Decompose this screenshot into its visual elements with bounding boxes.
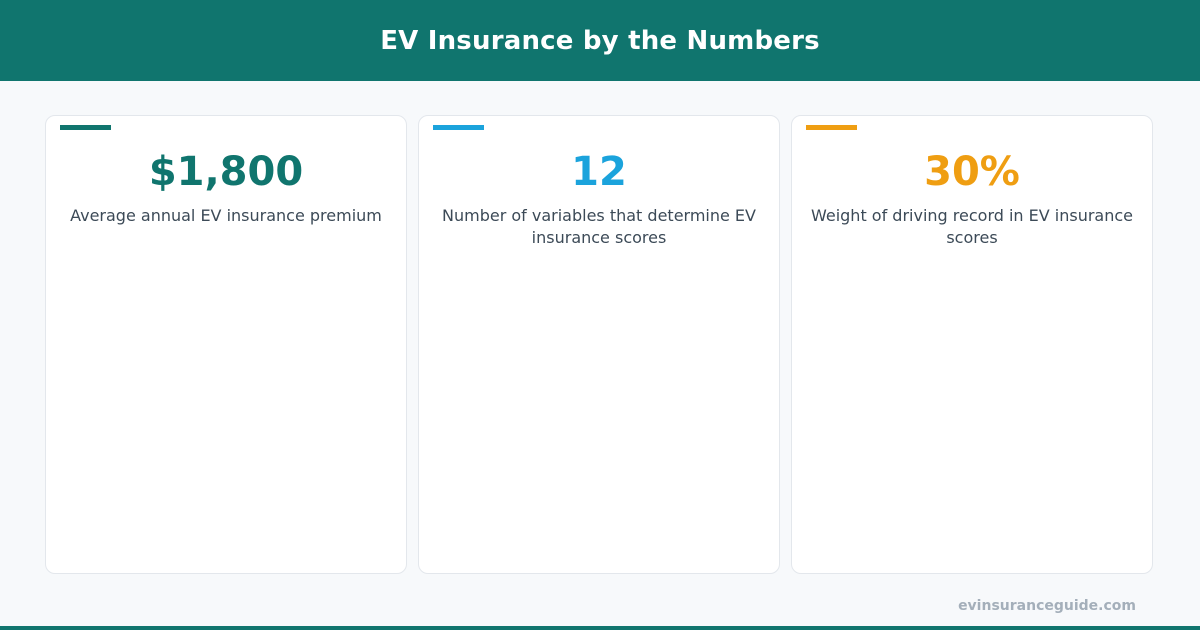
footer-accent-bar <box>0 626 1200 630</box>
driving-record-stat-value: 30% <box>924 149 1020 195</box>
variables-stat-value: 12 <box>571 149 627 195</box>
stats-cards: $1,800 Average annual EV insurance premi… <box>45 115 1155 576</box>
page-title: EV Insurance by the Numbers <box>380 25 820 56</box>
premium-accent-bar <box>60 125 111 130</box>
premium-stat-card: $1,800 Average annual EV insurance premi… <box>45 115 407 574</box>
premium-stat-value: $1,800 <box>148 149 304 195</box>
page-header: EV Insurance by the Numbers <box>0 0 1200 81</box>
driving-record-accent-bar <box>806 125 857 130</box>
driving-record-stat-card: 30% Weight of driving record in EV insur… <box>791 115 1153 574</box>
website-url: evinsuranceguide.com <box>958 598 1136 614</box>
variables-stat-label: Number of variables that determine EV in… <box>442 206 756 247</box>
driving-record-stat-label: Weight of driving record in EV insurance… <box>810 206 1134 247</box>
variables-accent-bar <box>433 125 484 130</box>
premium-stat-label: Average annual EV insurance premium <box>70 206 382 225</box>
variables-stat-card: 12 Number of variables that determine EV… <box>418 115 780 574</box>
